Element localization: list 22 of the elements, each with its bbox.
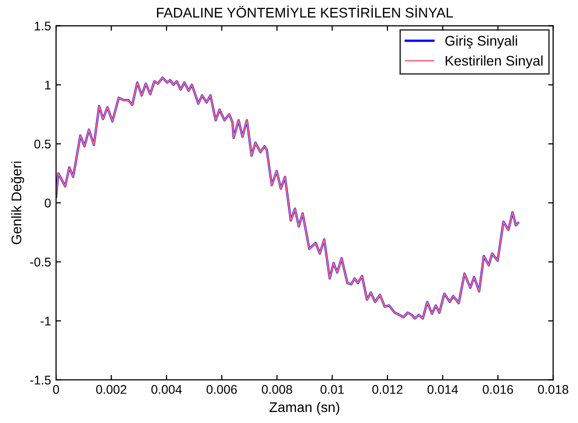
y-tick-label: -1.5 xyxy=(30,376,51,385)
x-tick-label: 0.016 xyxy=(482,385,514,394)
y-tick-label: 1.5 xyxy=(34,22,51,30)
x-tick-label: 0.014 xyxy=(428,385,458,394)
x-tick-label: 0.008 xyxy=(262,385,292,394)
y-axis-title: Genlik Değeri xyxy=(10,162,24,244)
legend-label: Giriş Sinyali xyxy=(445,36,517,49)
x-tick-label: 0.01 xyxy=(320,385,344,394)
x-tick-label: 0.004 xyxy=(151,385,182,394)
y-tick-label: -1 xyxy=(40,316,51,326)
chart-title: FADALINE YÖNTEMİYLE KESTİRİLEN SİNYAL xyxy=(157,5,453,18)
x-tick-label: 0.012 xyxy=(372,385,402,394)
x-tick-label: 0.006 xyxy=(206,385,237,394)
x-axis-title: Zaman (sn) xyxy=(270,402,340,415)
x-tick-label: 0.002 xyxy=(96,385,126,394)
x-tick-label: 0.018 xyxy=(538,385,568,394)
y-tick-label: 1 xyxy=(45,80,51,90)
y-tick-label: -0.5 xyxy=(30,258,51,266)
x-tick-label: 0 xyxy=(53,385,60,394)
legend-label: Kestirilen Sinyal xyxy=(446,55,542,68)
y-tick-label: 0 xyxy=(44,198,51,208)
y-tick-label: 0.5 xyxy=(34,140,51,148)
